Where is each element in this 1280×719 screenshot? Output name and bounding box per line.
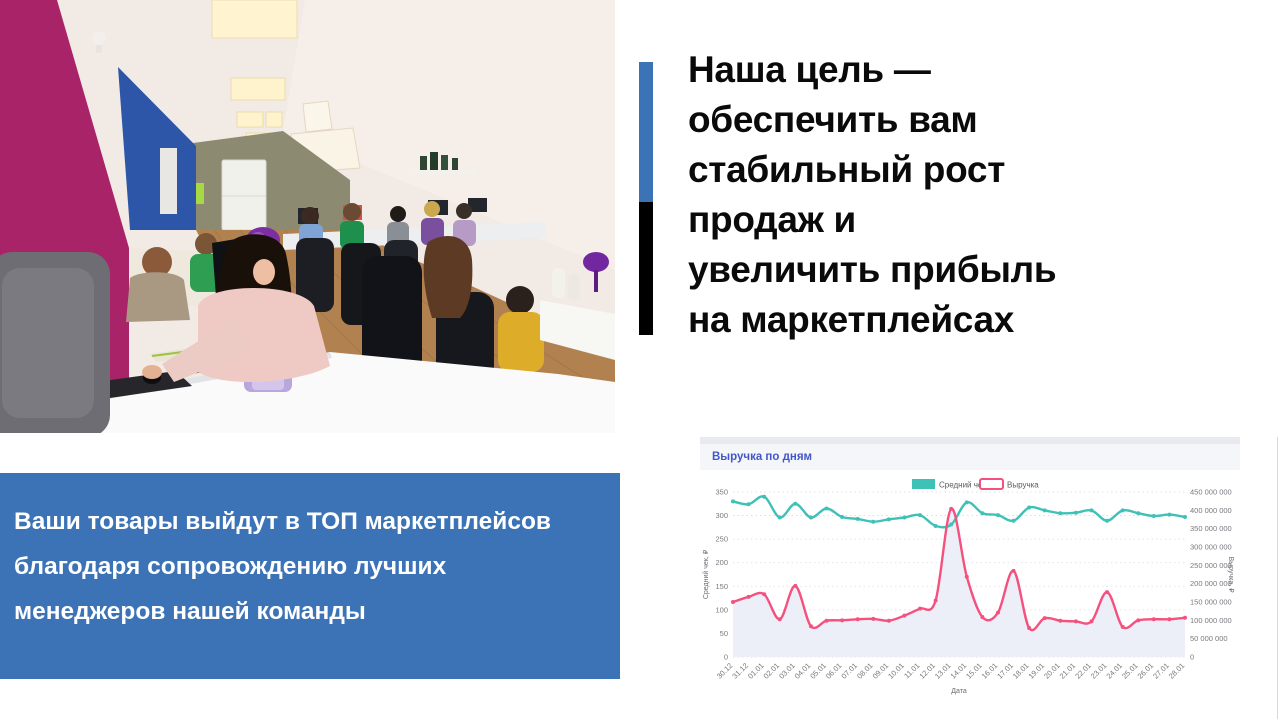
svg-text:250 000 000: 250 000 000 (1190, 561, 1232, 570)
svg-text:450 000 000: 450 000 000 (1190, 488, 1232, 497)
svg-text:Дата: Дата (951, 688, 967, 695)
wall-shelf (415, 152, 477, 175)
svg-text:150 000 000: 150 000 000 (1190, 598, 1232, 607)
svg-text:06.01: 06.01 (824, 661, 844, 681)
svg-text:23.01: 23.01 (1089, 661, 1109, 681)
svg-text:31.12: 31.12 (730, 661, 750, 681)
svg-text:0: 0 (1190, 653, 1194, 662)
svg-text:Средний чек: Средний чек (939, 481, 986, 490)
security-camera-icon (92, 31, 106, 53)
svg-text:04.01: 04.01 (793, 661, 813, 681)
svg-text:250: 250 (715, 535, 728, 544)
accent-bar-black (639, 202, 653, 335)
widget-top-strip (700, 437, 1240, 444)
svg-text:24.01: 24.01 (1104, 661, 1124, 681)
svg-text:03.01: 03.01 (777, 661, 797, 681)
svg-text:21.01: 21.01 (1058, 661, 1078, 681)
svg-text:12.01: 12.01 (917, 661, 937, 681)
svg-text:100 000 000: 100 000 000 (1190, 616, 1232, 625)
gray-chair (0, 252, 110, 433)
svg-text:100: 100 (715, 605, 728, 614)
svg-text:22.01: 22.01 (1073, 661, 1093, 681)
svg-text:25.01: 25.01 (1120, 661, 1140, 681)
svg-text:05.01: 05.01 (808, 661, 828, 681)
office-photo (0, 0, 615, 433)
svg-text:27.01: 27.01 (1151, 661, 1171, 681)
svg-text:09.01: 09.01 (871, 661, 891, 681)
blue-wall (118, 67, 196, 230)
svg-text:10.01: 10.01 (886, 661, 906, 681)
accent-bar (639, 62, 653, 335)
svg-text:07.01: 07.01 (839, 661, 859, 681)
svg-text:300: 300 (715, 511, 728, 520)
foreground-woman (142, 234, 330, 383)
svg-text:02.01: 02.01 (762, 661, 782, 681)
svg-text:28.01: 28.01 (1167, 661, 1187, 681)
svg-text:Выручка, ₽: Выручка, ₽ (1227, 556, 1235, 593)
svg-text:350 000 000: 350 000 000 (1190, 524, 1232, 533)
svg-text:17.01: 17.01 (995, 661, 1015, 681)
back-wall (193, 131, 350, 231)
svg-text:200: 200 (715, 558, 728, 567)
svg-text:16.01: 16.01 (980, 661, 1000, 681)
svg-text:18.01: 18.01 (1011, 661, 1031, 681)
headline: Наша цель — обеспечить вам стабильный ро… (688, 49, 1057, 340)
svg-text:200 000 000: 200 000 000 (1190, 579, 1232, 588)
svg-text:350: 350 (715, 488, 728, 497)
svg-text:15.01: 15.01 (964, 661, 984, 681)
svg-text:150: 150 (715, 582, 728, 591)
svg-text:13.01: 13.01 (933, 661, 953, 681)
callout-box: Ваши товары выйдут в ТОП маркетплейсов б… (0, 473, 620, 679)
middle-coworkers (126, 233, 222, 322)
widget-title: Выручка по дням (712, 451, 813, 463)
callout-text: Ваши товары выйдут в ТОП маркетплейсов б… (14, 508, 551, 625)
svg-text:14.01: 14.01 (949, 661, 969, 681)
svg-text:0: 0 (724, 653, 728, 662)
svg-text:50: 50 (720, 629, 728, 638)
svg-text:Средний чек, ₽: Средний чек, ₽ (702, 549, 710, 599)
svg-text:20.01: 20.01 (1042, 661, 1062, 681)
widget-title-bar: Выручка по дням (700, 444, 1240, 470)
svg-text:400 000 000: 400 000 000 (1190, 506, 1232, 515)
svg-text:11.01: 11.01 (902, 661, 921, 680)
svg-text:300 000 000: 300 000 000 (1190, 543, 1232, 552)
svg-text:50 000 000: 50 000 000 (1190, 634, 1228, 643)
revenue-by-day-chart: 0 50 100 150 200 250 300 350 0 50 000 000 100 000 … (702, 478, 1235, 695)
svg-text:08.01: 08.01 (855, 661, 875, 681)
accent-bar-blue (639, 62, 653, 202)
svg-text:19.01: 19.01 (1026, 661, 1046, 681)
svg-text:30.12: 30.12 (715, 661, 735, 681)
revenue-widget: Выручка по дням 0 50 100 150 200 250 300 350 0 50… (700, 437, 1278, 719)
svg-text:Выручка: Выручка (1007, 481, 1039, 490)
svg-text:26.01: 26.01 (1136, 661, 1156, 681)
svg-text:01.01: 01.01 (746, 661, 766, 681)
